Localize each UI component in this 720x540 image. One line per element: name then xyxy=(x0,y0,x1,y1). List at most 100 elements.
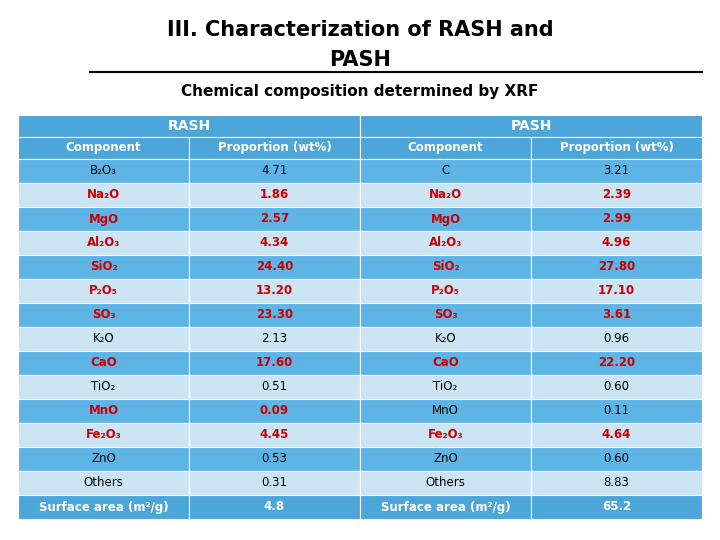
Text: SiO₂: SiO₂ xyxy=(90,260,117,273)
Bar xyxy=(531,351,702,375)
Bar xyxy=(360,303,531,327)
Text: MgO: MgO xyxy=(431,213,461,226)
Text: Fe₂O₃: Fe₂O₃ xyxy=(86,429,122,442)
Text: 3.21: 3.21 xyxy=(603,165,629,178)
Text: 1.86: 1.86 xyxy=(260,188,289,201)
Bar xyxy=(189,351,360,375)
Bar xyxy=(360,351,531,375)
Bar xyxy=(189,159,360,183)
Text: MnO: MnO xyxy=(432,404,459,417)
Text: K₂O: K₂O xyxy=(435,333,456,346)
Text: 13.20: 13.20 xyxy=(256,285,293,298)
Text: Component: Component xyxy=(408,141,483,154)
Text: Proportion (wt%): Proportion (wt%) xyxy=(559,141,673,154)
Text: 4.64: 4.64 xyxy=(602,429,631,442)
Bar xyxy=(189,447,360,471)
Text: Component: Component xyxy=(66,141,141,154)
Text: B₂O₃: B₂O₃ xyxy=(90,165,117,178)
Text: 4.96: 4.96 xyxy=(602,237,631,249)
Text: 4.71: 4.71 xyxy=(261,165,287,178)
Text: 22.20: 22.20 xyxy=(598,356,635,369)
Bar xyxy=(18,471,189,495)
Bar xyxy=(189,303,360,327)
Bar xyxy=(18,399,189,423)
Bar xyxy=(189,423,360,447)
Text: TiO₂: TiO₂ xyxy=(91,381,116,394)
Text: Others: Others xyxy=(426,476,465,489)
Text: ZnO: ZnO xyxy=(433,453,458,465)
Text: P₂O₅: P₂O₅ xyxy=(431,285,460,298)
Bar xyxy=(189,183,360,207)
Bar xyxy=(189,375,360,399)
Text: MgO: MgO xyxy=(89,213,119,226)
Bar xyxy=(360,255,531,279)
Bar xyxy=(18,279,189,303)
Text: CaO: CaO xyxy=(90,356,117,369)
Bar xyxy=(360,137,531,159)
Text: Proportion (wt%): Proportion (wt%) xyxy=(217,141,331,154)
Bar xyxy=(189,471,360,495)
Text: K₂O: K₂O xyxy=(93,333,114,346)
Bar xyxy=(531,495,702,519)
Text: SO₃: SO₃ xyxy=(91,308,115,321)
Text: 0.60: 0.60 xyxy=(603,453,629,465)
Bar xyxy=(189,207,360,231)
Bar xyxy=(360,447,531,471)
Text: Na₂O: Na₂O xyxy=(87,188,120,201)
Text: 0.31: 0.31 xyxy=(261,476,287,489)
Text: P₂O₅: P₂O₅ xyxy=(89,285,118,298)
Bar xyxy=(18,115,360,137)
Text: 17.60: 17.60 xyxy=(256,356,293,369)
Bar xyxy=(531,279,702,303)
Bar xyxy=(531,471,702,495)
Bar xyxy=(18,375,189,399)
Text: SO₃: SO₃ xyxy=(433,308,457,321)
Text: 4.34: 4.34 xyxy=(260,237,289,249)
Text: 3.61: 3.61 xyxy=(602,308,631,321)
Text: 2.57: 2.57 xyxy=(260,213,289,226)
Bar xyxy=(360,183,531,207)
Bar xyxy=(531,183,702,207)
Bar xyxy=(360,115,702,137)
Text: 0.96: 0.96 xyxy=(603,333,629,346)
Text: 8.83: 8.83 xyxy=(603,476,629,489)
Text: Surface area (m²/g): Surface area (m²/g) xyxy=(39,501,168,514)
Bar xyxy=(531,375,702,399)
Text: Others: Others xyxy=(84,476,123,489)
Text: 65.2: 65.2 xyxy=(602,501,631,514)
Text: 0.53: 0.53 xyxy=(261,453,287,465)
Bar xyxy=(531,159,702,183)
Bar xyxy=(18,303,189,327)
Bar xyxy=(531,423,702,447)
Bar xyxy=(18,159,189,183)
Text: 27.80: 27.80 xyxy=(598,260,635,273)
Bar xyxy=(360,495,531,519)
Bar xyxy=(360,375,531,399)
Text: 2.39: 2.39 xyxy=(602,188,631,201)
Bar xyxy=(360,423,531,447)
Bar xyxy=(18,137,189,159)
Text: RASH: RASH xyxy=(168,119,210,133)
Text: 24.40: 24.40 xyxy=(256,260,293,273)
Text: Fe₂O₃: Fe₂O₃ xyxy=(428,429,464,442)
Bar xyxy=(18,231,189,255)
Text: 0.51: 0.51 xyxy=(261,381,287,394)
Bar xyxy=(360,207,531,231)
Bar xyxy=(189,495,360,519)
Bar xyxy=(18,447,189,471)
Text: III. Characterization of RASH and: III. Characterization of RASH and xyxy=(167,20,553,40)
Bar xyxy=(189,137,360,159)
Bar xyxy=(531,447,702,471)
Bar xyxy=(360,471,531,495)
Text: TiO₂: TiO₂ xyxy=(433,381,458,394)
Text: Al₂O₃: Al₂O₃ xyxy=(87,237,120,249)
Text: CaO: CaO xyxy=(432,356,459,369)
Bar xyxy=(360,159,531,183)
Text: 23.30: 23.30 xyxy=(256,308,293,321)
Text: Na₂O: Na₂O xyxy=(429,188,462,201)
Text: 0.11: 0.11 xyxy=(603,404,629,417)
Bar xyxy=(18,207,189,231)
Bar xyxy=(189,327,360,351)
Bar xyxy=(531,327,702,351)
Bar xyxy=(189,399,360,423)
